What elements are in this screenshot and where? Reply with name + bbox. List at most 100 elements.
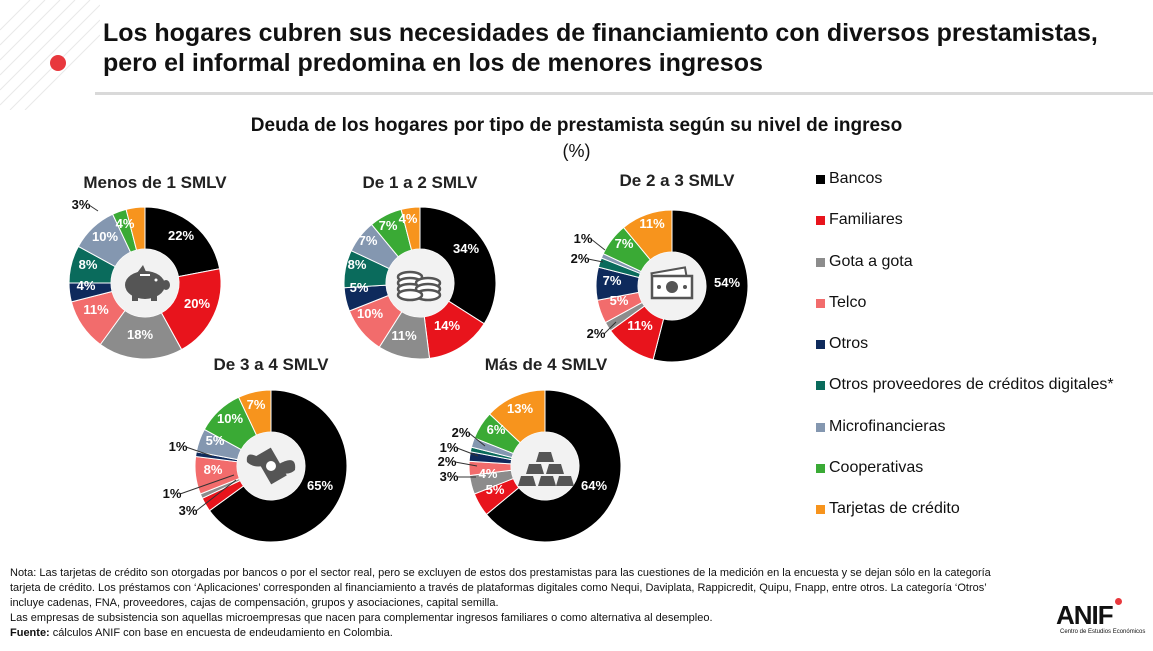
legend-swatch xyxy=(816,505,825,515)
piggy-bank-icon xyxy=(125,265,170,301)
data-label-tarjetas-de-credito: 4% xyxy=(116,216,135,231)
label-leader-line xyxy=(179,474,235,495)
legend-label: Telco xyxy=(829,293,867,311)
legend-item-otros: Otros xyxy=(816,335,1114,376)
chart-subtitle: De 1 a 2 SMLV xyxy=(363,173,479,192)
data-label-cooperativas: 7% xyxy=(379,218,398,233)
data-label-microfinancieras: 2% xyxy=(452,425,471,440)
legend-swatch xyxy=(816,340,825,350)
data-label-otros: 7% xyxy=(603,273,622,288)
subsistence-note: Las empresas de subsistencia son aquella… xyxy=(10,612,713,624)
gold-bars-icon xyxy=(518,452,574,486)
data-label-bancos: 22% xyxy=(168,228,194,243)
title-divider xyxy=(95,92,1153,95)
slice-bancos xyxy=(485,389,622,543)
label-leader-line xyxy=(603,321,617,335)
flying-money-icon xyxy=(246,447,296,485)
legend: Bancos Familiares Gota a gota Telco Otros Otr… xyxy=(816,170,1114,542)
donut-charts: Menos de 1 SMLV 22% 20% 18% 11% 4% 8% 10% 3% 4% De… xyxy=(68,171,749,543)
data-label-tarjetas-de-credito: 7% xyxy=(247,397,266,412)
donut-hole xyxy=(511,432,579,500)
legend-item-otros-proveedores-de-creditos-digitales: Otros proveedores de créditos digitales* xyxy=(816,376,1114,417)
label-leader-line xyxy=(195,479,237,512)
data-label-familiares: 3% xyxy=(179,503,198,518)
data-label-otros-proveedores-de-creditos-digitales: 2% xyxy=(571,251,590,266)
data-label-gota-a-gota: 18% xyxy=(127,327,153,342)
data-label-microfinancieras: 7% xyxy=(359,233,378,248)
header-decoration xyxy=(0,0,100,110)
accent-dot xyxy=(50,55,66,71)
label-leader-line xyxy=(468,432,486,447)
legend-swatch xyxy=(816,298,825,308)
legend-label: Gota a gota xyxy=(829,252,913,270)
label-leader-line xyxy=(590,238,606,251)
legend-label: Bancos xyxy=(829,170,883,187)
coins-icon xyxy=(396,270,442,302)
legend-item-tarjetas-de-credito: Tarjetas de crédito xyxy=(816,500,1114,541)
chart-title: Deuda de los hogares por tipo de prestam… xyxy=(250,115,903,136)
data-label-familiares: 5% xyxy=(486,482,505,497)
source-line: Fuente: cálculos ANIF con base en encues… xyxy=(10,626,1020,641)
chart-unit: (%) xyxy=(562,141,591,161)
data-label-otros-proveedores-de-creditos-digitales: 8% xyxy=(79,257,98,272)
legend-swatch xyxy=(816,257,825,267)
data-label-familiares: 20% xyxy=(184,296,210,311)
chart-subtitle: De 2 a 3 SMLV xyxy=(620,171,736,190)
source-label: Fuente: xyxy=(10,627,50,639)
data-label-telco: 11% xyxy=(83,302,109,317)
legend-item-bancos: Bancos xyxy=(816,170,1114,211)
data-label-telco: 8% xyxy=(204,462,223,477)
logo-dot xyxy=(1115,598,1122,605)
data-label-familiares: 11% xyxy=(627,318,653,333)
legend-swatch xyxy=(816,216,825,226)
data-label-gota-a-gota: 2% xyxy=(587,326,606,341)
donut-menos-de-1-smlv: Menos de 1 SMLV 22% 20% 18% 11% 4% 8% 10% 3% 4% xyxy=(68,173,227,360)
data-label-otros: 2% xyxy=(438,454,457,469)
chart-subtitle: Menos de 1 SMLV xyxy=(83,173,227,192)
data-label-cooperativas: 6% xyxy=(487,422,506,437)
legend-label: Familiares xyxy=(829,211,903,229)
data-label-tarjetas-de-credito: 11% xyxy=(639,216,665,231)
legend-label: Tarjetas de crédito xyxy=(829,500,960,518)
data-label-otros: 4% xyxy=(77,278,96,293)
data-label-otros-proveedores-de-creditos-digitales: 8% xyxy=(348,257,367,272)
chart-subtitle: Más de 4 SMLV xyxy=(485,355,608,374)
legend-label: Microfinancieras xyxy=(829,417,946,435)
label-leader-line xyxy=(456,447,479,457)
data-label-tarjetas-de-credito: 13% xyxy=(507,401,533,416)
legend-swatch xyxy=(816,422,825,432)
notes: Nota: Las tarjetas de crédito son otorga… xyxy=(10,566,1020,641)
legend-swatch xyxy=(816,175,825,184)
data-label-microfinancieras: 5% xyxy=(206,433,225,448)
legend-item-cooperativas: Cooperativas xyxy=(816,459,1114,500)
legend-item-microfinancieras: Microfinancieras xyxy=(816,418,1114,459)
legend-swatch xyxy=(816,381,825,391)
label-leader-line xyxy=(88,204,99,212)
data-label-gota-a-gota: 1% xyxy=(163,486,182,501)
data-label-bancos: 34% xyxy=(453,241,479,256)
source-text: cálculos ANIF con base en encuesta de en… xyxy=(49,627,393,639)
data-label-cooperativas: 7% xyxy=(615,236,634,251)
note-text: Nota: Las tarjetas de crédito son otorga… xyxy=(10,567,991,609)
legend-item-telco: Telco xyxy=(816,294,1114,335)
data-label-telco: 10% xyxy=(357,306,383,321)
chart-subtitle: De 3 a 4 SMLV xyxy=(214,355,330,374)
donut-de-3-a-4-smlv: De 3 a 4 SMLV 65% 3% 1% 8% 1% 5% 10% 7% xyxy=(163,355,348,543)
data-label-bancos: 64% xyxy=(581,478,607,493)
data-label-otros: 5% xyxy=(350,280,369,295)
data-label-telco: 3% xyxy=(440,469,459,484)
data-label-bancos: 65% xyxy=(307,478,333,493)
label-leader-line xyxy=(587,258,604,263)
legend-label: Otros proveedores de créditos digitales* xyxy=(829,376,1114,394)
data-label-tarjetas-de-credito: 4% xyxy=(399,211,418,226)
legend-label: Cooperativas xyxy=(829,459,924,477)
logo-subtitle: Centro de Estudios Económicos xyxy=(1060,629,1146,635)
data-label-otros-proveedores-de-creditos-digitales: 1% xyxy=(440,440,459,455)
data-label-microfinancieras: 1% xyxy=(574,231,593,246)
data-label-otros: 1% xyxy=(169,439,188,454)
donut-de-2-a-3-smlv: De 2 a 3 SMLV 54% 11% 2% 5% 7% 2% 1% 7% 11% xyxy=(571,171,749,363)
data-label-gota-a-gota: 4% xyxy=(479,466,498,481)
data-label-familiares: 14% xyxy=(434,318,460,333)
